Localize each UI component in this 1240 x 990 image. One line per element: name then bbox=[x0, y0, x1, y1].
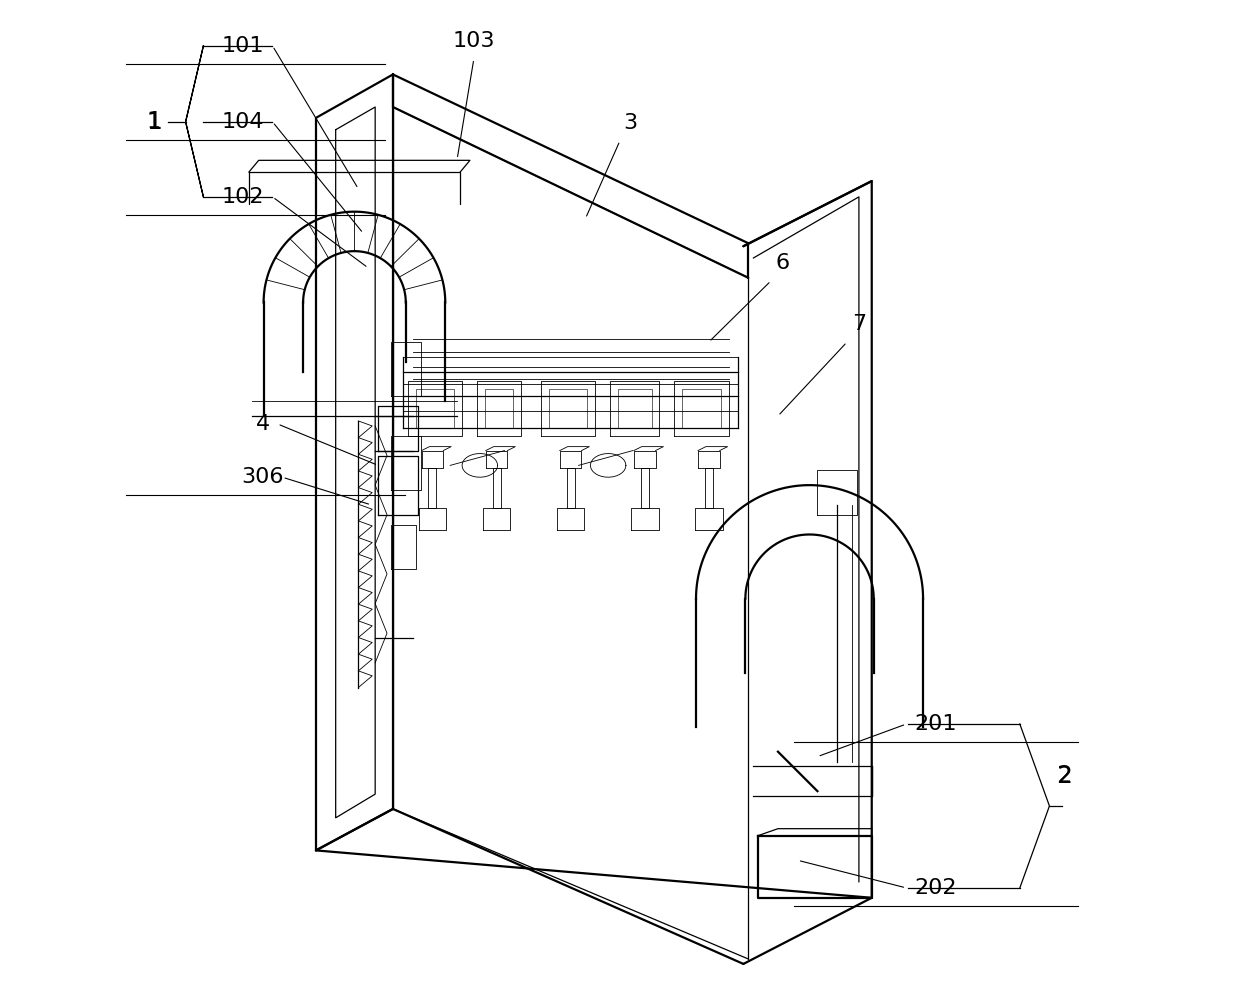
Text: 201: 201 bbox=[915, 714, 957, 734]
Text: 6: 6 bbox=[776, 253, 790, 273]
Text: 2: 2 bbox=[1058, 766, 1071, 786]
Text: 101: 101 bbox=[222, 36, 264, 55]
Text: 104: 104 bbox=[222, 112, 264, 132]
Text: 4: 4 bbox=[255, 414, 269, 434]
Text: 103: 103 bbox=[453, 31, 495, 50]
Text: 7: 7 bbox=[852, 314, 866, 335]
Text: 306: 306 bbox=[242, 467, 284, 487]
Text: 1: 1 bbox=[146, 110, 162, 134]
Text: 1: 1 bbox=[148, 112, 161, 132]
Text: 3: 3 bbox=[622, 113, 637, 133]
Text: 102: 102 bbox=[222, 187, 264, 207]
Text: 2: 2 bbox=[1056, 764, 1073, 788]
Text: 202: 202 bbox=[915, 878, 957, 898]
